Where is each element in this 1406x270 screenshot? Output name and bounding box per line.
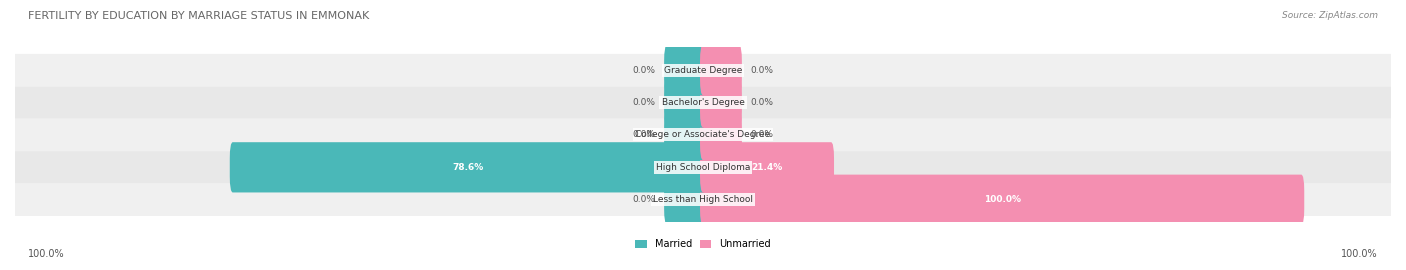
Text: 0.0%: 0.0% bbox=[633, 98, 655, 107]
FancyBboxPatch shape bbox=[664, 110, 706, 160]
Text: 21.4%: 21.4% bbox=[751, 163, 783, 172]
FancyBboxPatch shape bbox=[15, 184, 1391, 216]
Text: 100.0%: 100.0% bbox=[984, 195, 1021, 204]
Text: Source: ZipAtlas.com: Source: ZipAtlas.com bbox=[1282, 11, 1378, 20]
FancyBboxPatch shape bbox=[15, 86, 1391, 119]
FancyBboxPatch shape bbox=[664, 175, 706, 225]
FancyBboxPatch shape bbox=[15, 151, 1391, 184]
Text: 0.0%: 0.0% bbox=[633, 130, 655, 139]
Legend: Married, Unmarried: Married, Unmarried bbox=[636, 239, 770, 249]
Text: 0.0%: 0.0% bbox=[633, 195, 655, 204]
Text: High School Diploma: High School Diploma bbox=[655, 163, 751, 172]
Text: FERTILITY BY EDUCATION BY MARRIAGE STATUS IN EMMONAK: FERTILITY BY EDUCATION BY MARRIAGE STATU… bbox=[28, 11, 370, 21]
Text: 100.0%: 100.0% bbox=[1341, 249, 1378, 259]
FancyBboxPatch shape bbox=[664, 77, 706, 128]
FancyBboxPatch shape bbox=[700, 45, 742, 95]
Text: Graduate Degree: Graduate Degree bbox=[664, 66, 742, 75]
Text: Less than High School: Less than High School bbox=[652, 195, 754, 204]
FancyBboxPatch shape bbox=[664, 45, 706, 95]
Text: 0.0%: 0.0% bbox=[633, 66, 655, 75]
FancyBboxPatch shape bbox=[229, 142, 706, 193]
FancyBboxPatch shape bbox=[700, 142, 834, 193]
FancyBboxPatch shape bbox=[15, 119, 1391, 151]
Text: 78.6%: 78.6% bbox=[453, 163, 484, 172]
FancyBboxPatch shape bbox=[15, 54, 1391, 86]
Text: 0.0%: 0.0% bbox=[751, 66, 773, 75]
Text: 0.0%: 0.0% bbox=[751, 130, 773, 139]
Text: 0.0%: 0.0% bbox=[751, 98, 773, 107]
Text: College or Associate's Degree: College or Associate's Degree bbox=[636, 130, 770, 139]
Text: Bachelor's Degree: Bachelor's Degree bbox=[662, 98, 744, 107]
Text: 100.0%: 100.0% bbox=[28, 249, 65, 259]
FancyBboxPatch shape bbox=[700, 175, 1305, 225]
FancyBboxPatch shape bbox=[700, 77, 742, 128]
FancyBboxPatch shape bbox=[700, 110, 742, 160]
